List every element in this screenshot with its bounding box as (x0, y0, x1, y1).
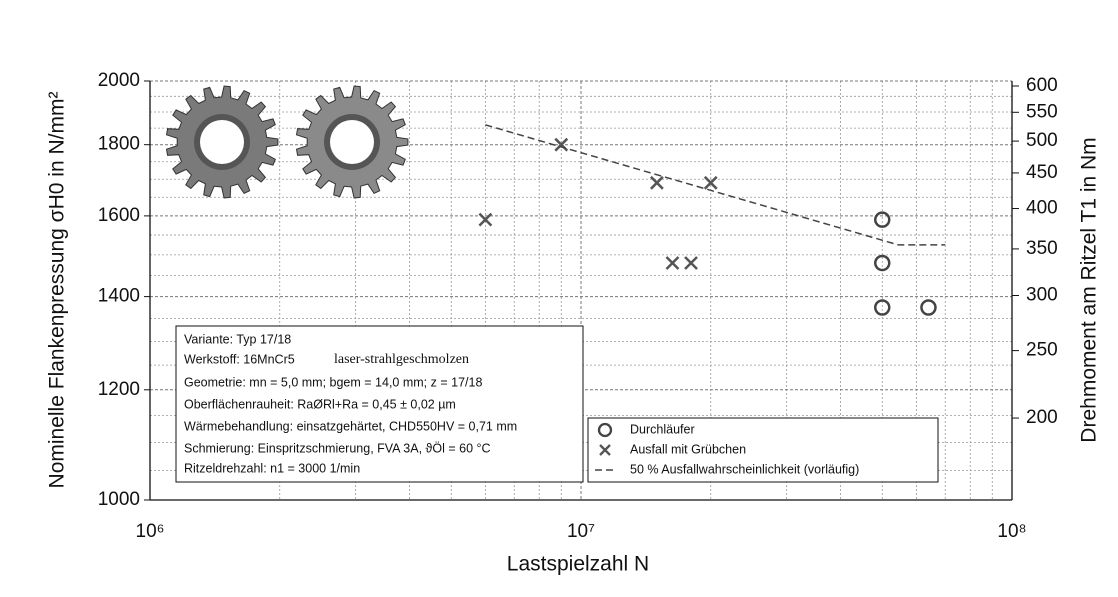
y-tick-label: 2000 (98, 70, 140, 91)
x-tick-label: 10⁷ (567, 521, 595, 542)
y2-tick-label: 600 (1026, 75, 1058, 96)
data-point (920, 299, 937, 316)
data-line (485, 124, 946, 246)
info-line: Wärmebehandlung: einsatzgehärtet, CHD550… (184, 419, 517, 433)
x-axis-label: Lastspielzahl N (507, 553, 649, 576)
data-point (874, 299, 891, 316)
y2-tick-label: 400 (1026, 198, 1058, 219)
x-tick-label: 10⁸ (997, 521, 1026, 542)
data-point (874, 254, 891, 272)
y2-tick-label: 200 (1026, 407, 1058, 428)
legend-symbol (599, 444, 611, 456)
y-tick-label: 1800 (98, 134, 140, 155)
gear-image (200, 120, 244, 164)
legend (587, 417, 939, 483)
y2-tick-label: 500 (1026, 130, 1058, 151)
y-tick-label: 1600 (98, 205, 140, 226)
data-point (684, 256, 698, 270)
info-line: Geometrie: mn = 5,0 mm; bgem = 14,0 mm; … (184, 375, 482, 389)
x-tick-label: 10⁶ (136, 521, 165, 542)
y2-tick-label: 450 (1026, 162, 1058, 183)
y2-axis-label: Drehmoment am Ritzel T1 in Nm (1078, 137, 1101, 442)
info-line: laser-strahlgeschmolzen (334, 352, 469, 367)
legend-label: Ausfall mit Grübchen (630, 442, 746, 456)
legend-symbol (597, 422, 613, 438)
gear-image (330, 120, 374, 164)
y2-tick-label: 550 (1026, 101, 1058, 122)
y-tick-label: 1200 (98, 379, 140, 400)
y2-tick-label: 300 (1026, 285, 1058, 306)
legend-label: 50 % Ausfallwahrscheinlichkeit (vorläufi… (630, 462, 859, 476)
data-point (650, 175, 664, 190)
info-line: Ritzeldrehzahl: n1 = 3000 1/min (184, 461, 360, 475)
legend-label: Durchläufer (630, 422, 695, 436)
data-point (703, 175, 718, 190)
y2-tick-label: 350 (1026, 238, 1058, 259)
y-tick-label: 1000 (98, 489, 140, 510)
y2-tick-label: 250 (1026, 340, 1058, 361)
data-point (874, 211, 891, 228)
info-line: Werkstoff: 16MnCr5 (184, 352, 295, 366)
info-line: Schmierung: Einspritzschmierung, FVA 3A,… (184, 441, 491, 455)
info-box (175, 325, 584, 483)
y-tick-label: 1400 (98, 286, 140, 307)
info-line: Variante: Typ 17/18 (184, 332, 291, 346)
data-point (665, 256, 680, 270)
y-axis-label: Nominelle Flankenpressung σH0 in N/mm² (46, 92, 69, 489)
data-point (478, 212, 493, 227)
info-line: Oberflächenrauheit: RaØRl+Ra = 0,45 ± 0,… (184, 397, 456, 411)
